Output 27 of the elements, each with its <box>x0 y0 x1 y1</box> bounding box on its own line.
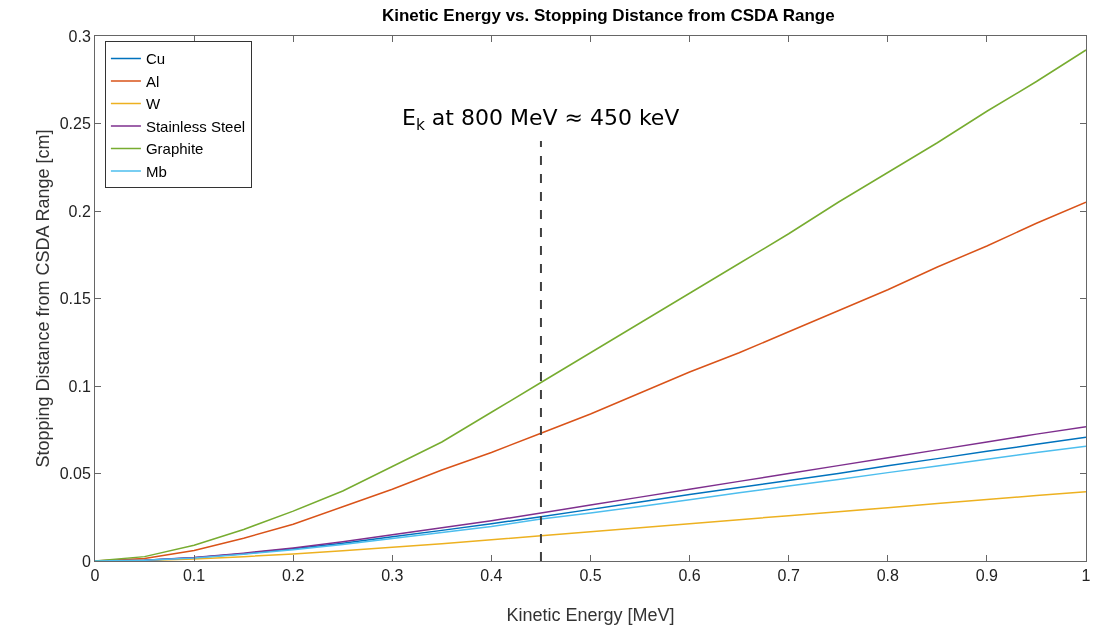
chart-title: Kinetic Energy vs. Stopping Distance from CSDA Range <box>381 6 835 26</box>
legend-label: Al <box>145 72 160 90</box>
x-tick-label: 0.4 <box>480 567 503 585</box>
x-tick-label: 0.3 <box>381 567 404 585</box>
y-tick-label: 0.05 <box>59 465 91 483</box>
legend-label: Stainless Steel <box>145 117 246 135</box>
y-tick-label: 0.1 <box>68 377 91 395</box>
x-tick-label: 0.5 <box>579 567 602 585</box>
x-tick-label: 0.1 <box>182 567 206 585</box>
legend-label: Graphite <box>145 140 204 158</box>
y-tick-label: 0.2 <box>68 202 91 220</box>
legend-label: Mb <box>145 162 167 180</box>
x-axis-title: Kinetic Energy [MeV] <box>506 605 675 625</box>
legend-label: Cu <box>145 50 166 68</box>
x-tick-label: 0.7 <box>777 567 800 585</box>
y-tick-label: 0.25 <box>59 115 91 133</box>
y-tick-label: 0 <box>81 552 91 570</box>
legend-label: W <box>145 95 161 113</box>
ref-line-label: E$_{k}$ at 800 MeV ≈ 450 keV <box>402 105 680 134</box>
x-tick-label: 0.2 <box>282 567 305 585</box>
x-tick-label: 0.6 <box>678 567 701 585</box>
x-tick-label: 1 <box>1081 567 1091 585</box>
y-axis-title: Stopping Distance from CSDA Range [cm] <box>33 129 53 468</box>
y-tick-label: 0.15 <box>59 290 91 308</box>
y-tick-label: 0.3 <box>68 27 91 45</box>
x-tick-label: 0.8 <box>876 567 900 585</box>
x-tick-label: 0.9 <box>975 567 999 585</box>
